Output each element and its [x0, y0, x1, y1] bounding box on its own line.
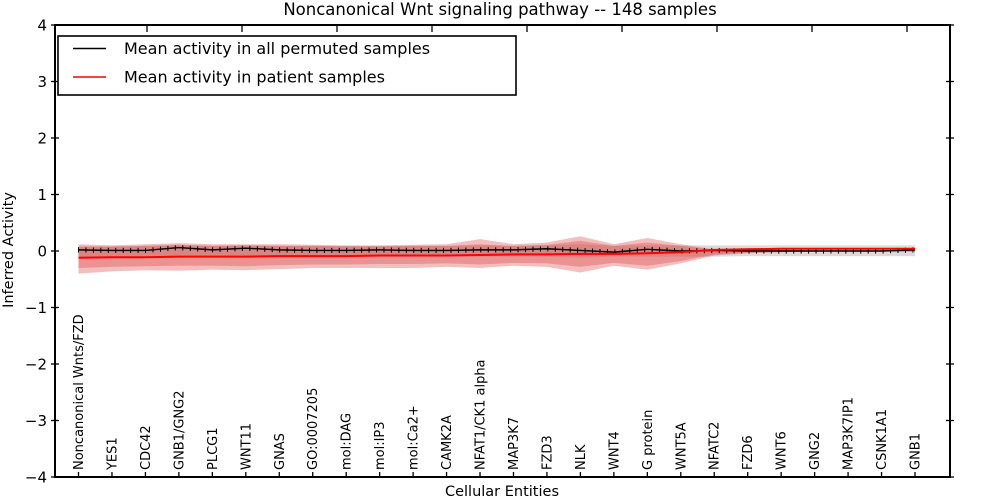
y-tick-label: −3 [25, 412, 47, 430]
x-category-label: GNAS [273, 433, 288, 470]
x-category-label: NFAT1/CK1 alpha [474, 359, 489, 470]
plot-area: 4 3 2 1 0 −1 −2 −3 −4 Noncanonical Wnts/FZD YES1 CD… [25, 17, 954, 487]
x-category-label: mol:IP3 [373, 421, 388, 470]
legend: Mean activity in all permuted samples Me… [57, 35, 517, 96]
y-tick-label: 4 [37, 17, 47, 35]
x-category-label: NLK [574, 444, 589, 470]
y-tick-label: 0 [37, 243, 47, 261]
x-category-label: GNB1/GNG2 [172, 390, 187, 470]
x-category-label: NFATC2 [708, 422, 723, 470]
x-category-label: WNT6 [775, 431, 790, 470]
y-axis-label: Inferred Activity [1, 192, 17, 308]
legend-label-patient: Mean activity in patient samples [124, 68, 385, 87]
patient-mean-line [78, 247, 915, 259]
x-category-label: MAP3K7 [507, 417, 522, 470]
y-tick-label: 1 [37, 186, 47, 204]
legend-frame [57, 35, 517, 96]
x-category-label: YES1 [105, 437, 120, 471]
x-category-label: CDC42 [139, 425, 154, 470]
chart-title: Noncanonical Wnt signaling pathway -- 14… [283, 0, 716, 19]
x-category-label: CSNK1A1 [875, 409, 890, 470]
permuted-samples-range-band [78, 244, 915, 258]
y-tick-label: −2 [25, 356, 47, 374]
x-category-label: FZD3 [540, 435, 555, 470]
x-category-label: WNT5A [674, 422, 689, 470]
y-tick-label: −4 [25, 469, 47, 487]
x-category-label: GNB1 [909, 433, 924, 470]
x-category-label: GNG2 [808, 432, 823, 470]
legend-label-permuted: Mean activity in all permuted samples [124, 39, 430, 58]
x-axis-label: Cellular Entities [445, 484, 559, 500]
y-tick-label: −1 [25, 299, 47, 317]
x-category-label: GO:0007205 [306, 388, 321, 470]
x-category-label: PLCG1 [206, 427, 221, 470]
x-category-label: Noncanonical Wnts/FZD [72, 314, 87, 470]
x-category-label: CAMK2A [440, 415, 455, 470]
x-category-label: MAP3K7IP1 [842, 397, 857, 470]
permuted-mean-line [78, 246, 916, 253]
x-category-label: mol:Ca2+ [407, 405, 422, 470]
x-category-label: mol:DAG [340, 413, 355, 470]
x-category-label: WNT4 [607, 431, 622, 470]
x-category-label: WNT11 [239, 423, 254, 470]
y-tick-label: 3 [37, 73, 47, 91]
y-tick-label: 2 [37, 130, 47, 148]
x-category-label: G protein [641, 410, 656, 470]
x-category-label: FZD6 [741, 435, 756, 470]
